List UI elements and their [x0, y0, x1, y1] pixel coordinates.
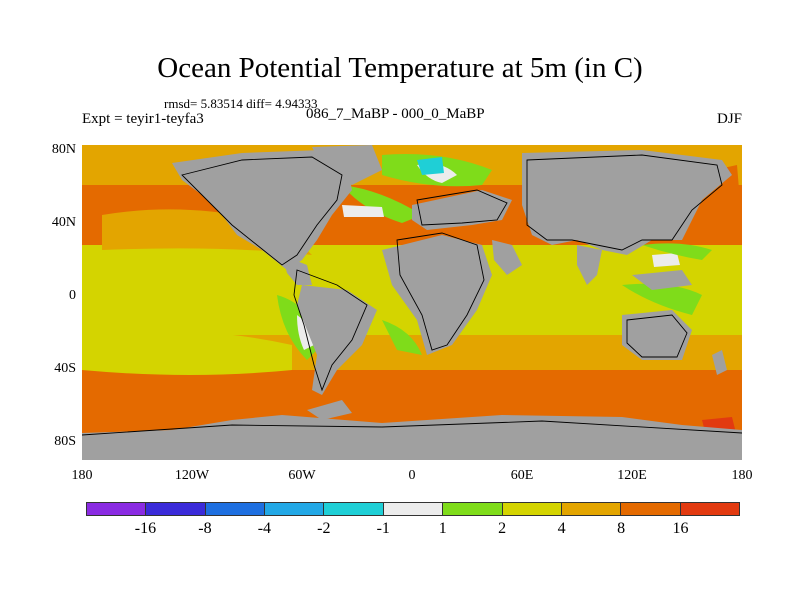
cool-patch-west-pacific — [642, 243, 712, 260]
legend-swatch — [265, 502, 325, 516]
legend-label: 16 — [672, 520, 689, 537]
warm-band-south — [82, 380, 742, 395]
legend-swatch — [561, 502, 622, 516]
mild-patch-tropical-pacific — [82, 266, 292, 327]
x-label-180w: 180 — [71, 468, 93, 483]
land-south-america — [297, 285, 377, 395]
legend-label: -4 — [257, 520, 272, 537]
legend-label: -1 — [376, 520, 390, 537]
season-label: DJF — [716, 111, 742, 127]
y-label-80s: 80S — [54, 434, 76, 449]
x-label-0: 0 — [408, 468, 416, 483]
land-europe — [412, 190, 512, 230]
y-label-80n: 80N — [51, 142, 76, 157]
legend-label: -16 — [134, 520, 157, 537]
legend-label: -8 — [198, 520, 212, 537]
y-label-40n: 40N — [51, 215, 76, 230]
legend-swatch — [443, 502, 503, 516]
legend-label: 2 — [498, 520, 507, 537]
experiment-label: Expt = teyir1-teyfa3 — [82, 111, 204, 127]
land-indonesia — [632, 270, 692, 290]
temperature-map — [82, 145, 742, 460]
legend-swatch — [205, 502, 266, 516]
coastlines — [82, 154, 742, 436]
x-label-120w: 120W — [174, 468, 210, 483]
legend-swatch — [146, 502, 206, 516]
legend-swatch — [680, 502, 740, 516]
y-label-0: 0 — [69, 288, 76, 303]
land-antarctica — [82, 415, 742, 460]
legend-swatch — [502, 502, 562, 516]
color-legend — [86, 502, 740, 516]
x-label-60e: 60E — [510, 468, 534, 483]
legend-label: -2 — [317, 520, 331, 537]
legend-label: 4 — [557, 520, 566, 537]
experiments-label: 086_7_MaBP - 000_0_MaBP — [306, 106, 485, 122]
legend-swatch — [86, 502, 147, 516]
cool-patch-indian — [622, 283, 702, 315]
land-africa — [382, 235, 492, 355]
land-arabia — [492, 240, 522, 275]
legend-swatch — [324, 502, 384, 516]
legend-label: 1 — [438, 520, 447, 537]
neutral-patch-indian — [652, 253, 680, 267]
y-label-40s: 40S — [54, 361, 76, 376]
legend-swatch — [383, 502, 444, 516]
x-label-120e: 120E — [617, 468, 647, 483]
legend-swatch — [621, 502, 681, 516]
cool-patch-mediterranean — [342, 185, 422, 223]
land-antarctic-peninsula — [307, 400, 352, 420]
cold-patch-greenland-sea — [417, 157, 444, 175]
land-australia — [622, 310, 692, 360]
stats-text: rmsd= 5.83514 diff= 4.94333 — [164, 96, 318, 111]
x-label-60w: 60W — [288, 468, 316, 483]
land-india — [577, 245, 602, 285]
land-new-zealand — [712, 350, 727, 375]
legend-label: 8 — [617, 520, 626, 537]
neutral-patch-atlantic — [342, 205, 384, 217]
plot-title: Ocean Potential Temperature at 5m (in C) — [157, 52, 643, 84]
x-label-180e: 180 — [731, 468, 753, 483]
mild-patch-south-pacific — [82, 329, 292, 375]
land-greenland — [312, 145, 382, 185]
cool-patch-south-atlantic — [382, 320, 422, 355]
